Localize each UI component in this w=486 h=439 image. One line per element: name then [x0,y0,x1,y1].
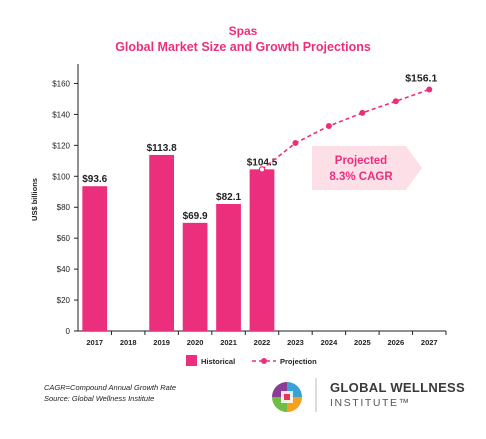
y-tick-label: 0 [66,327,71,336]
footnote-source: Source: Global Wellness Institute [44,394,155,403]
bar-label-2021: $82.1 [216,192,241,203]
x-tick-label: 2026 [387,338,404,347]
legend-historical-swatch [186,355,197,366]
projection-point-2024 [325,123,332,130]
projection-point-2026 [392,98,399,105]
bar-label-2022: $104.5 [247,157,278,168]
logo-text-line2: INSTITUTE™ [330,397,411,409]
y-tick-label: $60 [57,234,71,243]
cagr-annotation-line1: Projected [335,155,387,167]
bar-label-2017: $93.6 [82,174,107,185]
projection-point-2023 [292,140,299,147]
projection-point-2027 [426,86,433,93]
legend-historical-label: Historical [201,357,235,366]
y-tick-label: $100 [52,172,70,181]
logo-text-line1: GLOBAL WELLNESS [330,380,465,395]
bar-label-2020: $69.9 [183,211,208,222]
cagr-annotation-line2: 8.3% CAGR [329,171,393,183]
projection-point-2022 [258,166,266,173]
x-tick-label: 2021 [220,338,237,347]
x-tick-label: 2024 [321,338,339,347]
x-tick-label: 2027 [421,338,438,347]
bar-label-2019: $113.8 [147,143,177,154]
projection-line [261,88,430,170]
y-axis-label: US$ billions [30,178,39,221]
chart-title: Spas [228,24,258,38]
y-tick-label: $80 [57,203,71,212]
footnote-cagr: CAGR=Compound Annual Growth Rate [44,383,177,392]
x-tick-label: 2020 [187,338,204,347]
x-tick-label: 2019 [153,338,170,347]
y-tick-label: $140 [52,110,70,119]
chart-subtitle: Global Market Size and Growth Projection… [115,40,371,54]
bar-2019 [149,154,175,331]
projection-point-2025 [359,109,366,116]
bar-2022 [249,169,275,331]
x-tick-label: 2017 [86,338,103,347]
y-tick-label: $160 [52,79,70,88]
x-tick-label: 2018 [120,338,137,347]
bar-2021 [216,203,241,331]
y-tick-label: $40 [57,265,71,274]
y-tick-label: $120 [52,141,70,150]
legend-projection-marker [261,358,267,364]
legend-projection-label: Projection [280,357,317,366]
bar-2017 [82,186,108,331]
bar-2020 [182,222,208,331]
x-tick-label: 2025 [354,338,371,347]
x-tick-label: 2023 [287,338,304,347]
projection-label-2027: $156.1 [405,73,437,85]
cagr-annotation-shape [312,146,422,190]
y-tick-label: $20 [57,296,71,305]
x-tick-label: 2022 [254,338,271,347]
